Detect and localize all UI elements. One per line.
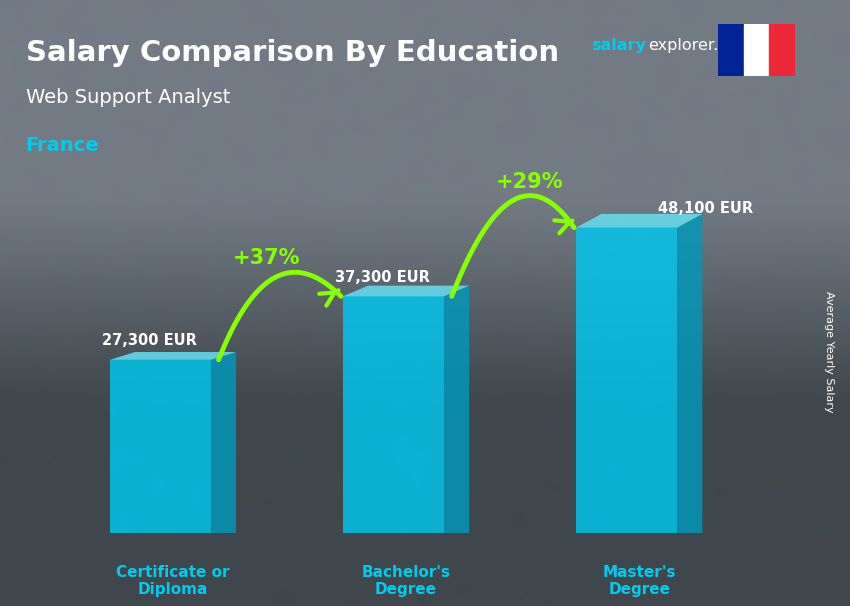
Text: +37%: +37% <box>232 248 300 268</box>
Text: 48,100 EUR: 48,100 EUR <box>658 201 753 216</box>
Polygon shape <box>576 214 702 228</box>
Polygon shape <box>211 352 236 533</box>
Bar <box>576 228 677 533</box>
Text: Master's
Degree: Master's Degree <box>603 565 676 598</box>
Polygon shape <box>677 214 702 533</box>
Polygon shape <box>110 352 236 360</box>
Text: Certificate or
Diploma: Certificate or Diploma <box>116 565 230 598</box>
Text: France: France <box>26 136 99 155</box>
Text: Average Yearly Salary: Average Yearly Salary <box>824 291 834 412</box>
Text: Bachelor's
Degree: Bachelor's Degree <box>361 565 450 598</box>
Text: 37,300 EUR: 37,300 EUR <box>335 270 430 285</box>
Polygon shape <box>444 285 469 533</box>
Bar <box>744 24 769 76</box>
Bar <box>110 360 211 533</box>
Polygon shape <box>343 285 469 296</box>
Text: Web Support Analyst: Web Support Analyst <box>26 88 230 107</box>
Text: 27,300 EUR: 27,300 EUR <box>102 333 197 348</box>
Bar <box>343 296 444 533</box>
Text: Salary Comparison By Education: Salary Comparison By Education <box>26 39 558 67</box>
Bar <box>769 24 795 76</box>
Text: salary: salary <box>591 38 646 53</box>
Bar <box>718 24 744 76</box>
Text: explorer.com: explorer.com <box>649 38 753 53</box>
Text: +29%: +29% <box>496 171 564 191</box>
